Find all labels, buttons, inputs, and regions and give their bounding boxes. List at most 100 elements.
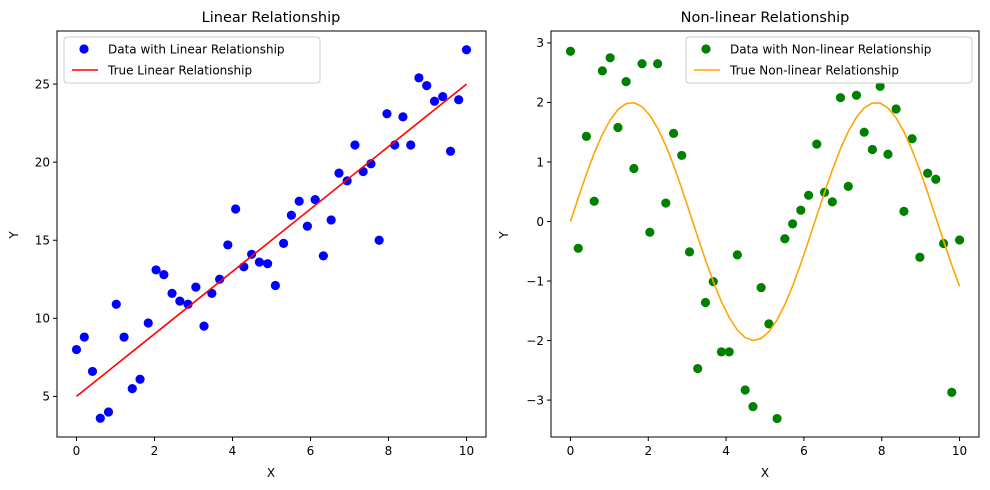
scatter-point <box>835 93 846 103</box>
scatter-point <box>613 122 623 133</box>
y-tick-label: 3 <box>536 36 544 50</box>
scatter-point <box>103 407 114 417</box>
scatter-point <box>732 250 742 260</box>
scatter-point <box>294 196 304 206</box>
plot-area: 0 2 4 6 8 10 5 10 15 20 25 Data with Linear Relatio… <box>35 30 487 458</box>
scatter-point <box>199 321 209 331</box>
y-tick-label: 25 <box>35 77 50 91</box>
scatter-point <box>374 235 384 245</box>
x-axis-label: X <box>267 466 275 480</box>
scatter-point <box>445 146 456 156</box>
scatter-point <box>573 243 583 253</box>
scatter-point <box>143 318 153 328</box>
scatter-point <box>605 53 615 63</box>
scatter-point <box>724 347 734 357</box>
y-tick-label: −1 <box>526 274 544 288</box>
scatter-point <box>223 240 233 250</box>
scatter-point <box>796 205 806 215</box>
scatter-point <box>788 219 798 229</box>
x-tick-label: 8 <box>385 444 393 458</box>
scatter-point <box>661 198 671 208</box>
y-tick-label: 20 <box>35 155 50 169</box>
y-tick-label: 1 <box>536 155 544 169</box>
axes-frame <box>56 30 487 438</box>
scatter-point <box>637 59 647 69</box>
scatter-point <box>780 234 790 244</box>
scatter-point <box>350 140 360 150</box>
scatter-point <box>772 413 782 424</box>
scatter-point <box>247 249 257 259</box>
legend: Data with Non-linear Relationship True No… <box>685 36 973 84</box>
scatter-point <box>621 77 631 87</box>
scatter-point <box>191 282 201 292</box>
x-tick-label: 6 <box>800 444 808 458</box>
scatter-point <box>358 166 368 177</box>
x-axis-label: X <box>761 466 769 480</box>
legend-label: True Non-linear Relationship <box>729 63 899 77</box>
x-tick-label: 4 <box>229 444 237 458</box>
scatter-point <box>231 204 241 214</box>
scatter-point <box>684 247 695 257</box>
chart-title: Linear Relationship <box>202 10 341 26</box>
scatter-point <box>398 112 408 122</box>
scatter-point <box>87 366 98 377</box>
scatter-point <box>756 282 766 293</box>
scatter-point <box>740 385 750 395</box>
scatter-point <box>239 262 249 272</box>
scatter-point <box>422 81 432 91</box>
scatter-point <box>645 227 655 237</box>
scatter-point <box>931 174 941 184</box>
scatter-point <box>270 280 280 291</box>
legend-label: Data with Linear Relationship <box>108 42 285 56</box>
scatter-point <box>883 149 893 159</box>
x-tick-label: 0 <box>73 444 81 458</box>
y-tick-label: −3 <box>526 393 544 407</box>
scatter-point <box>406 140 416 150</box>
x-tick-label: 4 <box>722 444 730 458</box>
scatter-point <box>565 46 576 56</box>
x-tick-label: 10 <box>459 444 474 458</box>
legend-label: True Linear Relationship <box>107 63 252 77</box>
series-line <box>569 101 961 342</box>
scatter-point <box>923 168 933 178</box>
x-tick-label: 0 <box>567 444 575 458</box>
scatter-point <box>286 210 296 220</box>
scatter-point <box>461 45 472 55</box>
scatter-point <box>263 259 273 269</box>
y-axis-label: Y <box>497 231 511 240</box>
scatter-point <box>716 347 727 357</box>
scatter-point <box>891 104 901 114</box>
scatter-point <box>875 81 885 91</box>
nonlinear-chart-panel: Non-linear Relationship 0 2 4 6 8 10 −3 −2 −1 0 1 2… <box>497 10 980 480</box>
scatter-point <box>954 235 965 245</box>
scatter-point <box>414 73 424 83</box>
scatter-point <box>135 374 145 384</box>
scatter-point <box>859 127 869 137</box>
scatter-point <box>653 59 663 69</box>
axes-frame <box>550 30 980 438</box>
legend-marker <box>701 44 711 54</box>
scatter-point <box>79 332 89 342</box>
x-tick-label: 2 <box>644 444 652 458</box>
scatter-point <box>581 131 592 141</box>
series-line <box>75 83 468 398</box>
scatter-point <box>167 288 177 298</box>
scatter-point <box>119 332 129 342</box>
scatter-point <box>438 91 448 102</box>
x-tick-label: 6 <box>307 444 315 458</box>
legend: Data with Linear Relationship True Linear… <box>63 36 321 84</box>
scatter-point <box>915 252 925 262</box>
scatter-point <box>326 215 336 225</box>
scatter-point <box>748 402 758 412</box>
y-tick-label: −2 <box>526 334 544 348</box>
scatter-point <box>668 128 679 138</box>
scatter-point <box>899 206 909 216</box>
scatter-point <box>700 297 711 308</box>
scatter-point <box>215 274 225 284</box>
scatter-point <box>629 163 639 174</box>
linear-chart-panel: Linear Relationship 0 2 4 6 8 10 5 10 15 20 25 Data… <box>7 10 487 480</box>
scatter-point <box>111 299 121 309</box>
scatter-point <box>159 270 169 280</box>
scatter-point <box>183 299 193 309</box>
